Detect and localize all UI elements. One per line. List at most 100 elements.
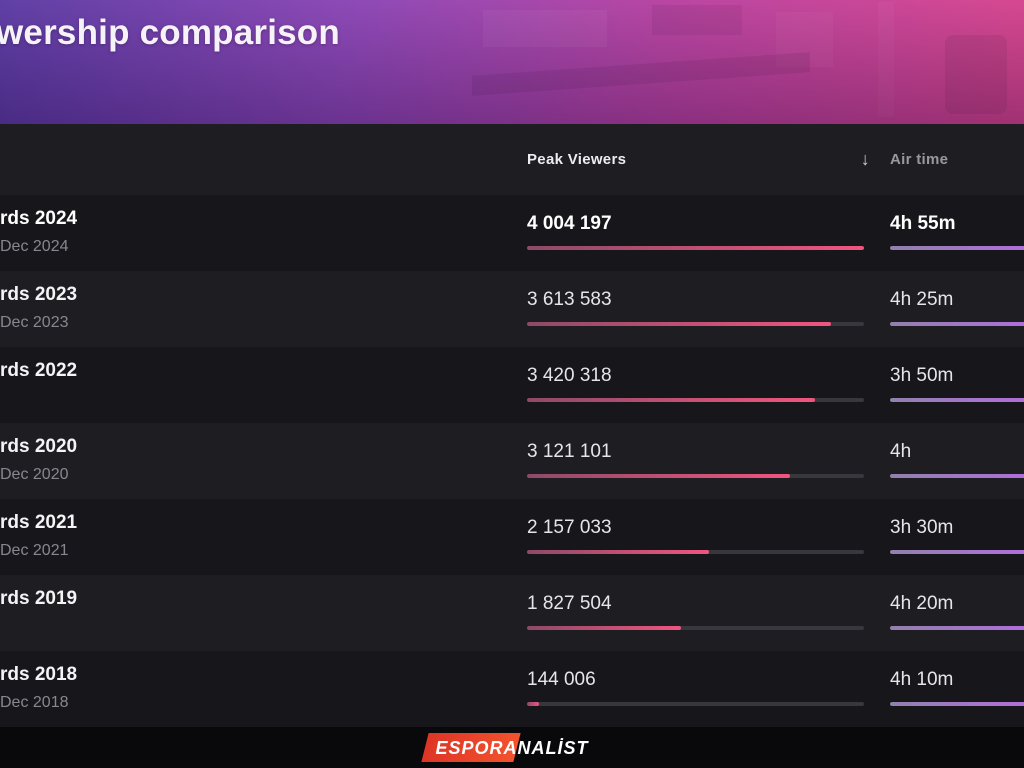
- table-row[interactable]: rds 2022 3 420 318 3h 50m: [0, 347, 1024, 423]
- air-time-value: 4h 55m: [890, 213, 956, 234]
- event-name: rds 2020: [0, 436, 78, 457]
- air-time-value: 4h 20m: [890, 593, 954, 614]
- table-row[interactable]: rds 2021 Dec 2021 2 157 033 3h 30m: [0, 499, 1024, 575]
- air-time-bar-track: [890, 246, 1024, 250]
- peak-viewers-value: 1 827 504: [527, 593, 612, 614]
- event-cell: rds 2020 Dec 2020: [0, 423, 527, 499]
- column-gap: [864, 423, 890, 499]
- peak-viewers-cell: 1 827 504: [527, 575, 864, 651]
- air-time-value: 4h 10m: [890, 669, 954, 690]
- column-gap: [864, 499, 890, 575]
- peak-viewers-value: 2 157 033: [527, 517, 612, 538]
- column-gap: [864, 195, 890, 271]
- hero-art-shape: [652, 4, 743, 35]
- table-row[interactable]: rds 2023 Dec 2023 3 613 583 4h 25m: [0, 271, 1024, 347]
- event-name: rds 2023: [0, 284, 78, 305]
- peak-viewers-value: 4 004 197: [527, 213, 612, 234]
- comparison-table-body: rds 2024 Dec 2024 4 004 197 4h 55m rds 2…: [0, 195, 1024, 727]
- peak-viewers-bar-track: [527, 474, 864, 478]
- peak-viewers-bar-fill: [527, 398, 815, 402]
- air-time-bar-track: [890, 322, 1024, 326]
- air-time-bar-track: [890, 398, 1024, 402]
- air-time-cell: 4h 25m: [890, 271, 1024, 347]
- event-name: rds 2019: [0, 588, 78, 609]
- air-time-value: 3h 50m: [890, 365, 954, 386]
- hero-art-shape: [945, 34, 1008, 115]
- peak-viewers-bar-fill: [527, 474, 790, 478]
- logo-text-analist: ANALİST: [503, 737, 589, 758]
- event-name: rds 2022: [0, 360, 78, 381]
- event-name: rds 2018: [0, 664, 78, 685]
- air-time-bar-fill: [890, 246, 1024, 250]
- air-time-bar-track: [890, 474, 1024, 478]
- peak-viewers-bar-fill: [527, 322, 831, 326]
- air-time-bar-track: [890, 626, 1024, 630]
- table-row[interactable]: rds 2019 1 827 504 4h 20m: [0, 575, 1024, 651]
- event-cell: rds 2023 Dec 2023: [0, 271, 527, 347]
- peak-viewers-cell: 4 004 197: [527, 195, 864, 271]
- table-row[interactable]: rds 2018 Dec 2018 144 006 4h 10m: [0, 651, 1024, 727]
- event-date: Dec 2023: [0, 314, 69, 331]
- event-cell: rds 2021 Dec 2021: [0, 499, 527, 575]
- event-cell: rds 2019: [0, 575, 527, 651]
- air-time-cell: 4h 20m: [890, 575, 1024, 651]
- air-time-header-label: Air time: [890, 151, 949, 168]
- peak-viewers-bar-track: [527, 246, 864, 250]
- peak-viewers-value: 144 006: [527, 669, 596, 690]
- peak-viewers-cell: 3 613 583: [527, 271, 864, 347]
- column-gap: [864, 271, 890, 347]
- peak-viewers-bar-fill: [527, 702, 540, 706]
- peak-viewers-bar-fill: [527, 246, 864, 250]
- peak-viewers-value: 3 420 318: [527, 365, 612, 386]
- hero-art-shape: [483, 9, 608, 48]
- peak-viewers-bar-track: [527, 702, 864, 706]
- air-time-bar-fill: [890, 474, 1024, 478]
- footer-bar: ESPORANALİST: [0, 727, 1024, 768]
- air-time-cell: 4h 55m: [890, 195, 1024, 271]
- peak-viewers-cell: 2 157 033: [527, 499, 864, 575]
- peak-viewers-header-label: Peak Viewers: [527, 151, 627, 168]
- peak-viewers-value: 3 121 101: [527, 441, 612, 462]
- peak-viewers-column-header[interactable]: Peak Viewers ↓: [527, 149, 870, 170]
- logo-text-espor: ESPOR: [435, 737, 504, 758]
- air-time-value: 4h 25m: [890, 289, 954, 310]
- peak-viewers-bar-track: [527, 398, 864, 402]
- air-time-bar-track: [890, 550, 1024, 554]
- column-gap: [864, 347, 890, 423]
- event-date: Dec 2020: [0, 466, 69, 483]
- table-row[interactable]: rds 2020 Dec 2020 3 121 101 4h: [0, 423, 1024, 499]
- air-time-value: 4h: [890, 441, 912, 462]
- peak-viewers-bar-fill: [527, 550, 709, 554]
- hero-art-shape: [472, 52, 810, 97]
- event-name: rds 2024: [0, 208, 78, 229]
- column-gap: [864, 575, 890, 651]
- air-time-bar-fill: [890, 398, 1024, 402]
- event-date: Dec 2024: [0, 238, 69, 255]
- air-time-bar-fill: [890, 550, 1024, 554]
- table-row[interactable]: rds 2024 Dec 2024 4 004 197 4h 55m: [0, 195, 1024, 271]
- event-cell: rds 2024 Dec 2024: [0, 195, 527, 271]
- sort-descending-icon[interactable]: ↓: [860, 149, 870, 169]
- logo-text: ESPORANALİST: [435, 738, 588, 758]
- peak-viewers-bar-track: [527, 322, 864, 326]
- event-name: rds 2021: [0, 512, 78, 533]
- air-time-cell: 4h 10m: [890, 651, 1024, 727]
- column-gap: [864, 651, 890, 727]
- esporanalist-logo: ESPORANALİST: [421, 732, 588, 762]
- hero-background-art: [461, 0, 1024, 124]
- page-title: wership comparison: [0, 13, 340, 52]
- peak-viewers-bar-fill: [527, 626, 681, 630]
- peak-viewers-value: 3 613 583: [527, 289, 612, 310]
- air-time-column-header[interactable]: Air time: [890, 151, 1024, 168]
- air-time-bar-fill: [890, 702, 1024, 706]
- air-time-bar-fill: [890, 322, 1024, 326]
- peak-viewers-bar-track: [527, 550, 864, 554]
- peak-viewers-bar-track: [527, 626, 864, 630]
- event-date: Dec 2018: [0, 694, 69, 711]
- event-cell: rds 2022: [0, 347, 527, 423]
- air-time-bar-fill: [890, 626, 1024, 630]
- peak-viewers-cell: 144 006: [527, 651, 864, 727]
- event-date: Dec 2021: [0, 542, 69, 559]
- event-cell: rds 2018 Dec 2018: [0, 651, 527, 727]
- hero-art-shape: [776, 12, 832, 67]
